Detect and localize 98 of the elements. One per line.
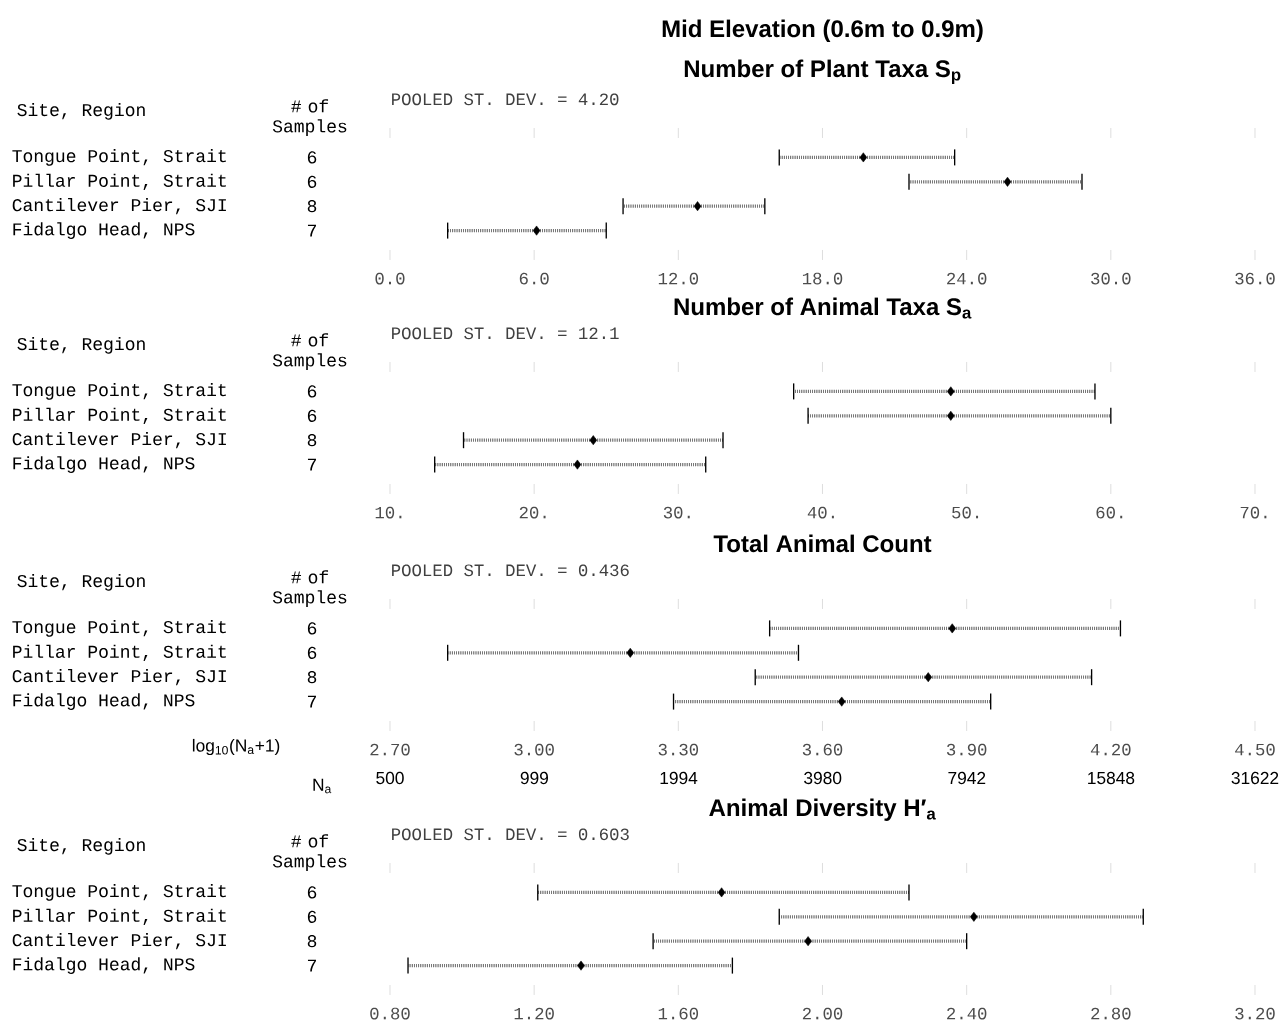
y-tick-label: Tongue Point, Strait bbox=[12, 884, 226, 901]
y-tick-label: Tongue Point, Strait bbox=[12, 620, 226, 637]
x2-tick-label: 999 bbox=[520, 771, 549, 785]
x2-tick-label: 7942 bbox=[948, 771, 986, 785]
x-tick-label: 6.0 bbox=[519, 272, 549, 285]
y2-tick-label: 6 bbox=[307, 175, 317, 188]
x-axis-title: log$_{10}$(N$_{a}$+1) bbox=[192, 738, 280, 756]
x-tick-label: 12.0 bbox=[658, 272, 699, 285]
point bbox=[837, 696, 846, 707]
y2-tick-label: 7 bbox=[307, 224, 316, 237]
x-tick-label: 1.20 bbox=[514, 1007, 554, 1020]
y2-tick-label: 6 bbox=[307, 886, 317, 899]
y2-axis-title: # of Samples bbox=[272, 333, 347, 371]
x-tick-label: 36.0 bbox=[1235, 272, 1275, 285]
y2-tick-label: 6 bbox=[307, 622, 317, 635]
y2-tick-label: 7 bbox=[307, 959, 316, 972]
x-tick-label: 70. bbox=[1240, 506, 1267, 519]
point bbox=[577, 960, 585, 971]
x-tick-label: 1.60 bbox=[658, 1007, 699, 1020]
y-tick-label: Pillar Point, Strait bbox=[13, 644, 226, 661]
y-tick-label: Fidalgo Head, NPS bbox=[13, 222, 195, 239]
y-axis-title: Site, Region bbox=[17, 102, 145, 120]
x-tick-label: 3.60 bbox=[802, 743, 843, 756]
x-tick-label: 10. bbox=[375, 506, 402, 519]
x2-tick-label: 500 bbox=[376, 771, 404, 785]
x-tick-label: 18.0 bbox=[802, 272, 843, 285]
y2-tick-label: 8 bbox=[307, 671, 317, 684]
y-tick-label: Fidalgo Head, NPS bbox=[13, 693, 195, 710]
x-tick-label: 0.80 bbox=[370, 1007, 410, 1020]
y2-tick-label: 7 bbox=[307, 458, 316, 471]
text: POOLED ST. DEV. = 12.1 bbox=[392, 327, 619, 340]
y-tick-label: Cantilever Pier, SJI bbox=[12, 198, 226, 215]
y2-tick-label: 6 bbox=[307, 409, 317, 422]
y-tick-label: Fidalgo Head, NPS bbox=[13, 957, 195, 974]
point bbox=[859, 152, 868, 163]
x2-axis-title: N$_{a}$ bbox=[313, 778, 332, 794]
x-tick-label: 2.80 bbox=[1091, 1007, 1131, 1020]
chart-title: Number of Animal Taxa S$_{a}$ bbox=[674, 297, 972, 319]
text: POOLED ST. DEV. = 4.20 bbox=[392, 93, 619, 106]
y-tick-label: Pillar Point, Strait bbox=[13, 173, 226, 190]
point bbox=[1003, 176, 1012, 187]
y-tick-label: Cantilever Pier, SJI bbox=[12, 432, 226, 449]
x-tick-label: 3.30 bbox=[658, 743, 699, 756]
x-tick-label: 4.20 bbox=[1090, 743, 1131, 756]
y2-axis-title: # of Samples bbox=[272, 570, 347, 608]
x-tick-label: 60. bbox=[1096, 506, 1123, 519]
y-tick-label: Cantilever Pier, SJI bbox=[12, 669, 226, 686]
y2-axis-title: # of Samples bbox=[272, 834, 347, 872]
x-tick-label: 24.0 bbox=[947, 272, 987, 285]
y2-tick-label: 6 bbox=[307, 151, 317, 164]
x-tick-label: 3.20 bbox=[1235, 1007, 1275, 1020]
y-tick-label: Fidalgo Head, NPS bbox=[13, 456, 195, 473]
y2-tick-label: 6 bbox=[307, 910, 317, 923]
x-tick-label: 2.00 bbox=[802, 1007, 843, 1020]
x-tick-label: 0.0 bbox=[375, 272, 405, 285]
chart-title: Mid Elevation (0.6m to 0.9m) bbox=[662, 19, 983, 42]
x-tick-label: 20. bbox=[519, 506, 546, 519]
y2-tick-label: 8 bbox=[307, 434, 317, 447]
text: POOLED ST. DEV. = 0.603 bbox=[392, 828, 629, 841]
point bbox=[532, 225, 541, 236]
x-tick-label: 30. bbox=[663, 506, 690, 519]
x-tick-label: 2.40 bbox=[947, 1007, 987, 1020]
x2-tick-label: 15848 bbox=[1088, 771, 1135, 785]
x-tick-label: 40. bbox=[807, 506, 834, 519]
y-axis-title: Site, Region bbox=[17, 336, 145, 354]
y2-axis-title: # of Samples bbox=[272, 99, 347, 137]
text: POOLED ST. DEV. = 0.436 bbox=[392, 564, 629, 577]
y2-tick-label: 8 bbox=[307, 200, 317, 213]
y-tick-label: Pillar Point, Strait bbox=[13, 908, 226, 925]
x2-tick-label: 3980 bbox=[804, 771, 842, 785]
y2-tick-label: 7 bbox=[307, 695, 316, 708]
y2-tick-label: 6 bbox=[307, 646, 317, 659]
x-tick-label: 2.70 bbox=[370, 743, 410, 756]
point bbox=[626, 647, 635, 658]
y2-tick-label: 8 bbox=[307, 935, 317, 948]
point bbox=[924, 672, 932, 683]
point bbox=[948, 623, 957, 634]
point bbox=[804, 936, 812, 947]
point bbox=[970, 911, 978, 922]
y-tick-label: Tongue Point, Strait bbox=[12, 383, 226, 400]
x2-tick-label: 1994 bbox=[660, 771, 698, 785]
x-tick-label: 30.0 bbox=[1091, 272, 1131, 285]
x-tick-label: 4.50 bbox=[1235, 743, 1275, 756]
x-tick-label: 3.00 bbox=[514, 743, 554, 756]
x-tick-label: 3.90 bbox=[946, 743, 987, 756]
x-tick-label: 50. bbox=[952, 506, 979, 519]
chart-title: Total Animal Count bbox=[713, 534, 932, 553]
y-tick-label: Pillar Point, Strait bbox=[13, 407, 226, 424]
y-axis-title: Site, Region bbox=[17, 837, 145, 855]
point bbox=[693, 201, 702, 212]
x2-tick-label: 31622 bbox=[1231, 771, 1279, 785]
y-tick-label: Cantilever Pier, SJI bbox=[12, 933, 226, 950]
chart-title: Animal Diversity H′$_{a}$ bbox=[709, 798, 936, 821]
y-tick-label: Tongue Point, Strait bbox=[12, 149, 226, 166]
y-axis-title: Site, Region bbox=[17, 573, 145, 591]
y2-tick-label: 6 bbox=[307, 385, 317, 398]
point bbox=[717, 887, 726, 898]
chart-subtitle: Number of Plant Taxa S$_{p}$ bbox=[684, 59, 961, 84]
